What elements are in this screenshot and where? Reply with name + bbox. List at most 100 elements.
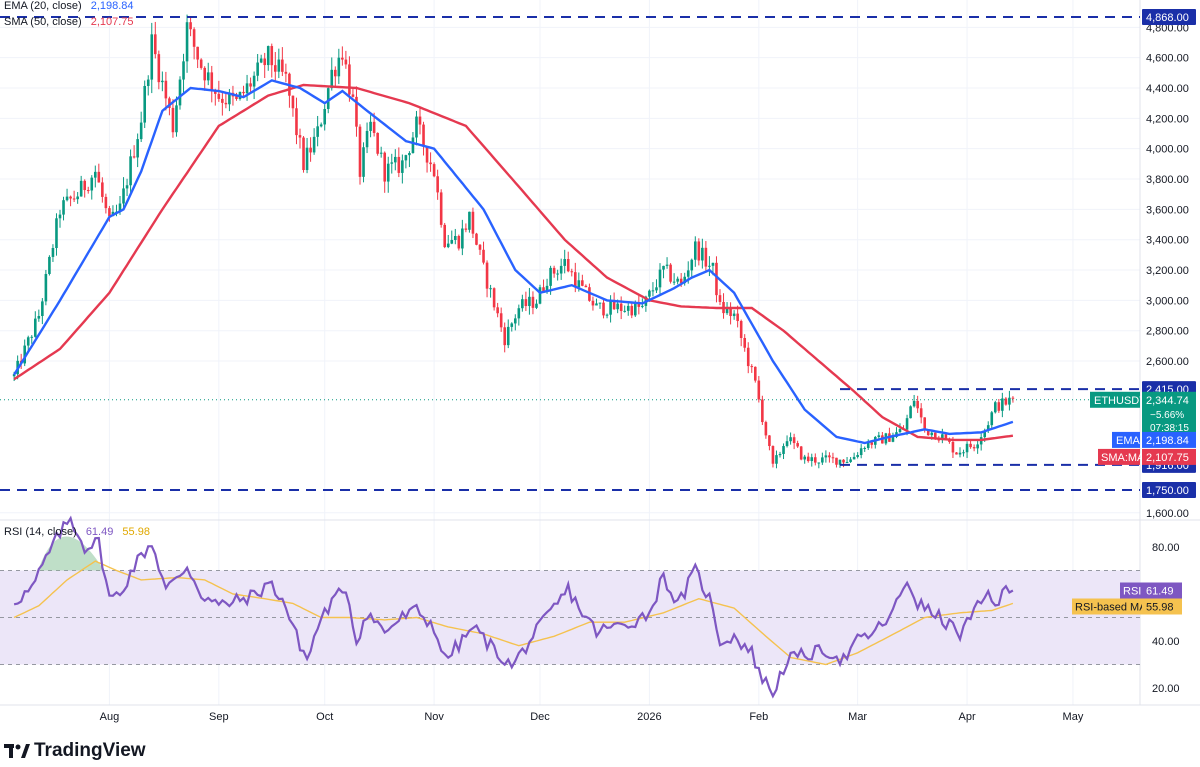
candle [192, 27, 196, 60]
time-tick-label: Apr [958, 711, 975, 723]
candle [693, 236, 697, 267]
candle [30, 335, 34, 344]
rsi-legend-label: RSI (14, close) [4, 526, 77, 538]
sma-legend-label: SMA (50, close) [4, 16, 82, 28]
candle [259, 54, 263, 64]
candle [97, 163, 101, 183]
candle [849, 457, 852, 463]
price-tick-label: 3,200.00 [1146, 265, 1189, 277]
candle [309, 137, 312, 162]
price-tick-label: 4,200.00 [1146, 113, 1189, 125]
candle [888, 427, 891, 442]
candle [813, 453, 817, 466]
candle [863, 446, 867, 452]
candle [439, 189, 443, 228]
sma50-line [13, 83, 1014, 442]
time-tick-label: Mar [848, 711, 867, 723]
candle [404, 154, 408, 169]
rsi-legend[interactable]: RSI (14, close) 61.49 55.98 [4, 526, 156, 538]
candle [566, 251, 570, 273]
candle [485, 260, 489, 298]
candle [206, 62, 210, 86]
candle [768, 435, 771, 451]
candle [182, 53, 185, 93]
candle [729, 302, 732, 325]
candle [792, 433, 796, 450]
candle [524, 291, 528, 312]
candle [143, 80, 147, 129]
candle [26, 335, 30, 351]
candle [171, 99, 175, 138]
candle [132, 145, 136, 159]
candle [348, 56, 351, 102]
candle [475, 232, 478, 246]
rsi-ma-tag-name: RSI-based MA [1075, 601, 1147, 613]
candle [506, 319, 510, 349]
candle [662, 265, 665, 279]
candle [718, 289, 722, 306]
candle [743, 334, 747, 352]
candle [919, 403, 923, 424]
symbol-tag[interactable]: ETHUSDT [1090, 391, 1146, 408]
candle [845, 457, 849, 464]
candle [623, 305, 627, 313]
candle [443, 222, 447, 249]
candle [669, 263, 672, 284]
candle [697, 238, 701, 266]
candle [838, 459, 842, 468]
candle [273, 51, 277, 82]
candle [775, 450, 778, 469]
candle [305, 137, 309, 174]
sma-legend[interactable]: SMA (50, close) 2,107.75 [4, 16, 140, 28]
rsi-tag-name: RSI [1123, 585, 1141, 597]
candle [859, 444, 863, 459]
candle [90, 175, 94, 200]
candle [824, 450, 828, 463]
level-tag-text: 4,868.00 [1146, 12, 1189, 24]
candle [37, 309, 41, 322]
time-tick-label: Aug [100, 711, 120, 723]
change-text: −5.66% [1150, 410, 1184, 421]
ema-tag: EMA 2,198.84 [1112, 431, 1196, 448]
candle [129, 149, 132, 194]
symbol-tag-text: ETHUSDT [1094, 395, 1146, 407]
candle [672, 273, 676, 286]
candle [323, 104, 327, 131]
candle [739, 319, 743, 347]
candle [1008, 390, 1011, 411]
tradingview-logo-text: TradingView [34, 740, 146, 761]
time-tick-label: Nov [424, 711, 444, 723]
candle [281, 47, 284, 77]
candle [482, 241, 485, 265]
tradingview-logo[interactable]: TradingView [4, 738, 146, 764]
candle [676, 276, 679, 285]
price-tick-label: 3,800.00 [1146, 174, 1189, 186]
candle [764, 420, 768, 439]
candle [58, 209, 62, 228]
candle [1001, 392, 1004, 418]
candle [298, 128, 302, 149]
candle [376, 132, 379, 156]
candle [810, 453, 814, 467]
candle [245, 74, 249, 101]
candle [510, 322, 514, 332]
candle [425, 146, 429, 173]
candle [637, 295, 641, 315]
candle [122, 177, 125, 209]
ema-legend-label: EMA (20, close) [4, 0, 82, 12]
candle [408, 151, 411, 168]
ema-legend[interactable]: EMA (20, close) 2,198.84 [4, 0, 140, 12]
price-tick-label: 4,600.00 [1146, 53, 1189, 65]
candle [266, 45, 270, 71]
price-tick-label: 2,800.00 [1146, 326, 1189, 338]
candle [369, 115, 372, 138]
candle [513, 314, 517, 331]
rsi-tick-label: 80.00 [1152, 542, 1180, 554]
candle [33, 311, 37, 338]
candle [291, 95, 295, 117]
candle [1004, 397, 1008, 406]
candle [528, 287, 531, 315]
candle [383, 151, 387, 193]
candle [806, 452, 810, 463]
